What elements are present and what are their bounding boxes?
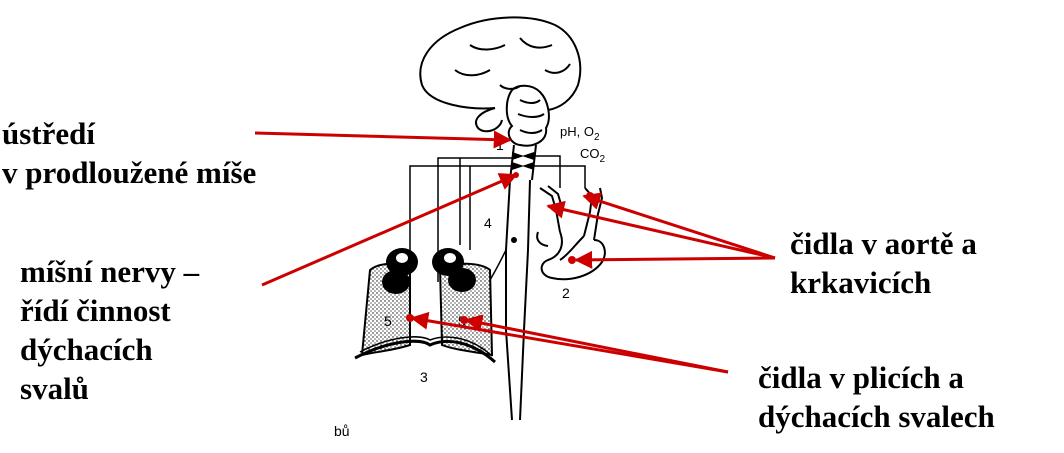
arrow-center [254,130,512,149]
brain-outline [419,16,582,133]
label-center: ústředí v prodloužené míše [2,114,256,192]
bronchi [382,248,476,294]
arrow-lung-right [464,314,729,374]
label-lung-line2: dýchacích svalech [758,399,995,434]
label-center-line2: v prodloužené míše [2,155,257,190]
label-spinal-line2: řídí činnost [20,293,171,328]
spinal-cord [505,179,531,421]
medulla-nuclei [512,152,534,170]
marker-2: 2 [562,285,570,301]
label-spinal-nerves: míšní nervy – řídí činnost dýchacích sva… [20,252,199,408]
arrow-spinal-nerves [261,173,518,287]
marker-5-left: 5 [384,313,392,329]
label-center-line1: ústředí [2,116,95,151]
fragment-text: bů [334,423,350,439]
arrow-aorta-upper [546,200,776,260]
label-spinal-line3: dýchacích [20,332,153,367]
marker-3: 3 [420,369,428,385]
label-lung-sensors: čidla v plicích a dýchacích svalech [758,358,995,436]
aortic-sensor-dot [568,256,576,264]
annotation-arrows [254,130,776,374]
ph-o2-label: pH, O2 [560,124,600,143]
label-aorta-sensors: čidla v aortě a krkavicích [790,224,977,302]
label-aorta-line2: krkavicích [790,265,932,300]
label-spinal-line4: svalů [20,371,89,406]
label-aorta-line1: čidla v aortě a [790,226,977,261]
marker-4: 4 [484,215,492,231]
label-lung-line1: čidla v plicích a [758,360,964,395]
diaphragm [354,336,496,364]
nerve-junction [511,237,517,243]
label-spinal-line1: míšní nervy – [20,254,200,289]
spinal-nerves [409,155,586,310]
co2-label: CO2 [580,146,606,165]
arrow-carotid [582,192,776,260]
arrow-aorta [574,250,776,269]
